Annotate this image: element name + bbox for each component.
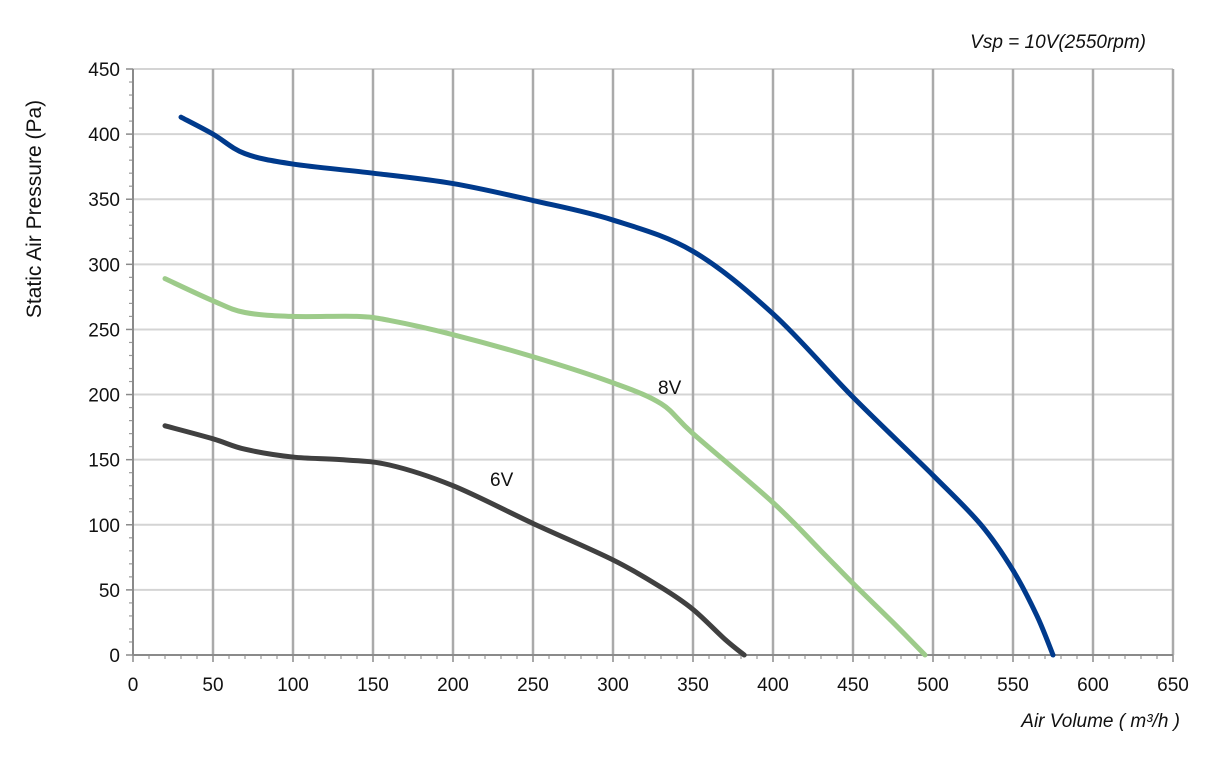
x-tick-label: 0 bbox=[128, 675, 139, 696]
x-axis-label: Air Volume ( m³/h ) bbox=[1020, 711, 1180, 732]
y-axis-label: Static Air Pressure (Pa) bbox=[23, 100, 46, 318]
series-label-8v: 8V bbox=[658, 378, 682, 399]
x-tick-label: 300 bbox=[597, 675, 629, 696]
y-tick-labels: 0 50 100 150 200 250 300 350 400 450 bbox=[88, 60, 120, 667]
x-tick-label: 50 bbox=[202, 675, 223, 696]
x-tick-label: 100 bbox=[277, 675, 309, 696]
series-line bbox=[162, 423, 747, 658]
x-tick-label: 450 bbox=[837, 675, 869, 696]
grid bbox=[133, 68, 1175, 655]
y-tick-label: 0 bbox=[109, 646, 120, 667]
series-line bbox=[178, 114, 1056, 658]
y-tick-label: 300 bbox=[88, 255, 120, 276]
y-tick-label: 400 bbox=[88, 125, 120, 146]
x-tick-label: 550 bbox=[997, 675, 1029, 696]
y-tick-label: 100 bbox=[88, 516, 120, 537]
x-tick-label: 150 bbox=[357, 675, 389, 696]
x-tick-label: 650 bbox=[1157, 675, 1189, 696]
y-tick-label: 350 bbox=[88, 190, 120, 211]
y-tick-label: 150 bbox=[88, 451, 120, 472]
series-label-6v: 6V bbox=[490, 470, 514, 491]
minor-ticks bbox=[129, 81, 1158, 659]
y-tick-label: 50 bbox=[99, 581, 120, 602]
x-tick-labels: 0 50 100 150 200 250 300 350 400 450 500 550 600 650 bbox=[128, 675, 1189, 696]
x-tick-label: 600 bbox=[1077, 675, 1109, 696]
x-tick-label: 350 bbox=[677, 675, 709, 696]
y-tick-label: 450 bbox=[88, 60, 120, 81]
y-tick-label: 200 bbox=[88, 386, 120, 407]
x-tick-label: 400 bbox=[757, 675, 789, 696]
series-lines bbox=[162, 114, 1056, 658]
x-tick-label: 200 bbox=[437, 675, 469, 696]
y-tick-label: 250 bbox=[88, 320, 120, 341]
x-tick-label: 500 bbox=[917, 675, 949, 696]
chart-subtitle: Vsp = 10V(2550rpm) bbox=[970, 32, 1146, 53]
axes bbox=[126, 68, 1174, 662]
x-tick-label: 250 bbox=[517, 675, 549, 696]
series-line bbox=[162, 276, 928, 658]
